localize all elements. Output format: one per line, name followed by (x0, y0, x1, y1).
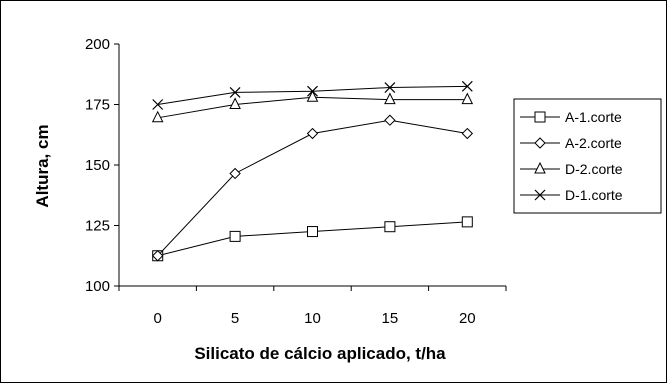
data-point-marker (461, 127, 474, 140)
data-point-marker (306, 90, 319, 102)
legend-item: A-1.corte (520, 109, 622, 125)
y-tick-label: 150 (85, 157, 110, 174)
data-point-marker (461, 92, 474, 105)
legend-marker (534, 137, 546, 149)
x-tick-label: 20 (459, 310, 476, 327)
y-tick-label: 125 (85, 218, 110, 235)
data-point-marker (384, 114, 396, 126)
x-tick-labels: 0 5 10 15 20 (154, 310, 476, 327)
x-tick-label: 10 (304, 310, 321, 327)
axes (114, 43, 507, 291)
legend-label: D-1.corte (565, 187, 623, 203)
legend-item: D-2.corte (520, 161, 623, 177)
data-point-marker (229, 230, 241, 242)
series-group (151, 80, 474, 262)
series-d-1-corte (152, 80, 473, 110)
x-tick-label: 15 (382, 310, 399, 327)
data-point-marker (461, 216, 473, 228)
data-point-marker (384, 82, 396, 93)
legend-item: A-2.corte (520, 135, 622, 151)
y-tick-label: 100 (85, 278, 110, 295)
data-point-marker (307, 85, 318, 97)
x-tick-label: 5 (231, 310, 239, 327)
data-point-marker (384, 221, 396, 233)
legend-marker (534, 161, 546, 174)
series-a-1-corte (152, 216, 473, 262)
data-point-marker (461, 80, 473, 92)
legend-item: D-1.corte (520, 187, 623, 203)
legend: A-1.corte A-2.corte D-2.corte D-1.corte (513, 98, 662, 214)
y-tick-label: 200 (85, 36, 110, 53)
y-tick-label: 175 (85, 97, 110, 114)
data-point-marker (151, 110, 164, 123)
data-point-marker (151, 250, 164, 262)
data-point-marker (229, 167, 241, 180)
series-a-2-corte (151, 114, 474, 262)
x-axis-title: Silicato de cálcio aplicado, t/ha (194, 344, 446, 363)
legend-marker (534, 111, 546, 123)
legend-marker (534, 189, 546, 201)
y-tick-labels: 100 125 150 175 200 (85, 36, 110, 295)
data-point-marker (307, 226, 318, 238)
series-d-2-corte (151, 90, 474, 123)
legend-label: A-2.corte (565, 135, 622, 151)
data-point-marker (152, 99, 164, 110)
data-point-marker (306, 127, 319, 140)
legend-label: A-1.corte (565, 109, 622, 125)
legend-label: D-2.corte (565, 161, 623, 177)
x-tick-label: 0 (154, 310, 162, 327)
data-point-marker (229, 86, 241, 98)
y-axis-title: Altura, cm (33, 124, 52, 207)
data-point-marker (384, 92, 396, 105)
data-point-marker (229, 97, 241, 109)
